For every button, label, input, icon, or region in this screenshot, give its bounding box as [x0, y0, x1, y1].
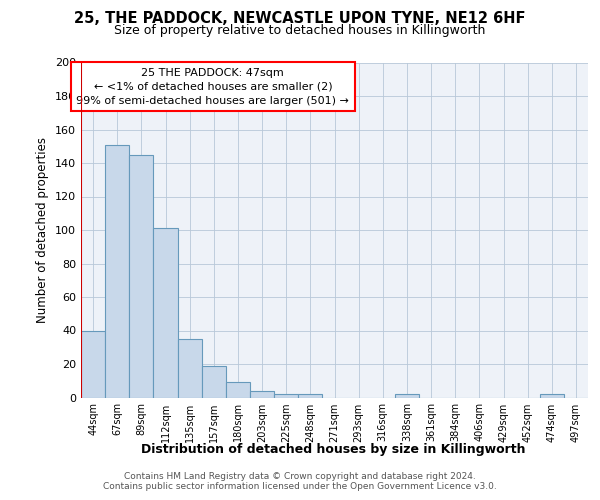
Y-axis label: Number of detached properties: Number of detached properties: [37, 137, 49, 323]
Text: 25 THE PADDOCK: 47sqm
← <1% of detached houses are smaller (2)
99% of semi-detac: 25 THE PADDOCK: 47sqm ← <1% of detached …: [76, 68, 349, 106]
Bar: [129, 154, 154, 398]
Text: Contains HM Land Registry data © Crown copyright and database right 2024.: Contains HM Land Registry data © Crown c…: [124, 472, 476, 481]
Bar: [540, 394, 564, 398]
Bar: [105, 144, 129, 398]
Text: Size of property relative to detached houses in Killingworth: Size of property relative to detached ho…: [115, 24, 485, 37]
Bar: [81, 330, 105, 398]
Bar: [226, 382, 250, 398]
Bar: [250, 391, 274, 398]
Bar: [298, 394, 322, 398]
Bar: [202, 366, 226, 398]
Bar: [178, 339, 202, 398]
Text: Contains public sector information licensed under the Open Government Licence v3: Contains public sector information licen…: [103, 482, 497, 491]
Text: 25, THE PADDOCK, NEWCASTLE UPON TYNE, NE12 6HF: 25, THE PADDOCK, NEWCASTLE UPON TYNE, NE…: [74, 11, 526, 26]
Bar: [274, 394, 298, 398]
Text: Distribution of detached houses by size in Killingworth: Distribution of detached houses by size …: [141, 442, 525, 456]
Bar: [154, 228, 178, 398]
Bar: [395, 394, 419, 398]
